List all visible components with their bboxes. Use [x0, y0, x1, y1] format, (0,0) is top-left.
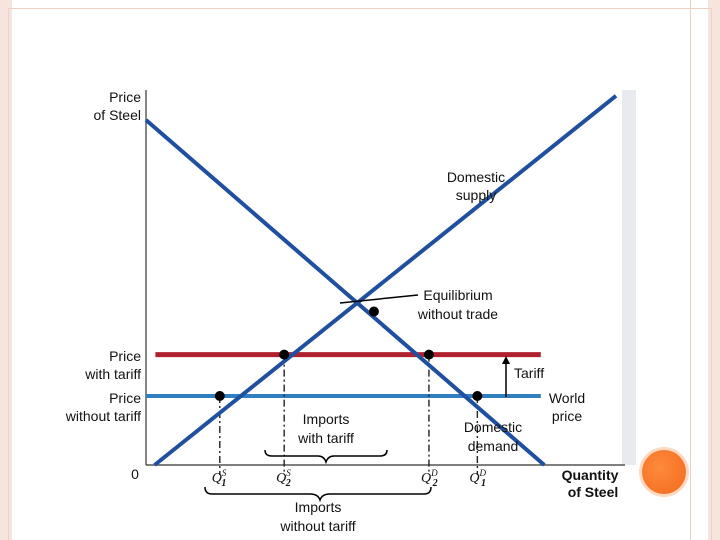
price-without-tariff-label-line2: without tariff: [65, 408, 141, 424]
quantity-label-q1s: QS 1: [212, 468, 227, 489]
q1s-point: [214, 391, 225, 401]
equilibrium-point: [368, 306, 379, 317]
imports-with-tariff-brace: [264, 449, 388, 465]
demand-label-line2: demand: [468, 438, 519, 454]
q2d-point: [423, 349, 434, 360]
equilibrium-pointer: [339, 294, 419, 304]
price-with-tariff-label-line2: with tariff: [84, 366, 141, 382]
plot-shadow: [622, 90, 636, 465]
supply-label-line2: supply: [456, 187, 496, 203]
quantity-label-q2d: QD 2: [421, 468, 438, 489]
imports-without-tariff-label-line1: Imports: [295, 499, 342, 515]
x-axis-label-line2: of Steel: [568, 484, 619, 500]
quantity-label-q2s: QS 2: [276, 468, 291, 489]
decorative-orange-circle: [642, 450, 686, 494]
slide-frame-line: [690, 0, 691, 540]
q1d-point: [472, 391, 483, 401]
tariff-arrow-head: [502, 356, 510, 364]
y-axis-label-line2: of Steel: [94, 107, 141, 123]
origin-label: 0: [131, 466, 139, 482]
equilibrium-label-line2: without trade: [417, 306, 498, 322]
imports-without-tariff-brace: [204, 486, 432, 503]
imports-without-tariff-label-line2: without tariff: [279, 518, 355, 534]
quantity-tick-labels: QS 1 QS 2 QD 2 QD 1: [212, 468, 487, 489]
equilibrium-label-line1: Equilibrium: [423, 287, 492, 303]
slide-inner-border: [8, 8, 712, 540]
price-with-tariff-label-line1: Price: [109, 348, 141, 364]
y-axis-label-line1: Price: [109, 89, 141, 105]
world-price-label-line1: World: [549, 390, 585, 406]
domestic-supply-line: [153, 94, 618, 467]
world-price-label-line2: price: [552, 408, 583, 424]
quantity-label-q1d: QD 1: [469, 468, 486, 489]
q2s-point: [279, 349, 290, 360]
domestic-demand-line: [144, 118, 546, 467]
imports-with-tariff-label-line1: Imports: [303, 411, 350, 427]
price-without-tariff-label-line1: Price: [109, 390, 141, 406]
x-axis-label-line1: Quantity: [562, 467, 619, 483]
demand-label-line1: Domestic: [464, 419, 522, 435]
tariff-label: Tariff: [514, 365, 544, 381]
imports-with-tariff-label-line2: with tariff: [297, 430, 354, 446]
supply-label-line1: Domestic: [447, 169, 505, 185]
